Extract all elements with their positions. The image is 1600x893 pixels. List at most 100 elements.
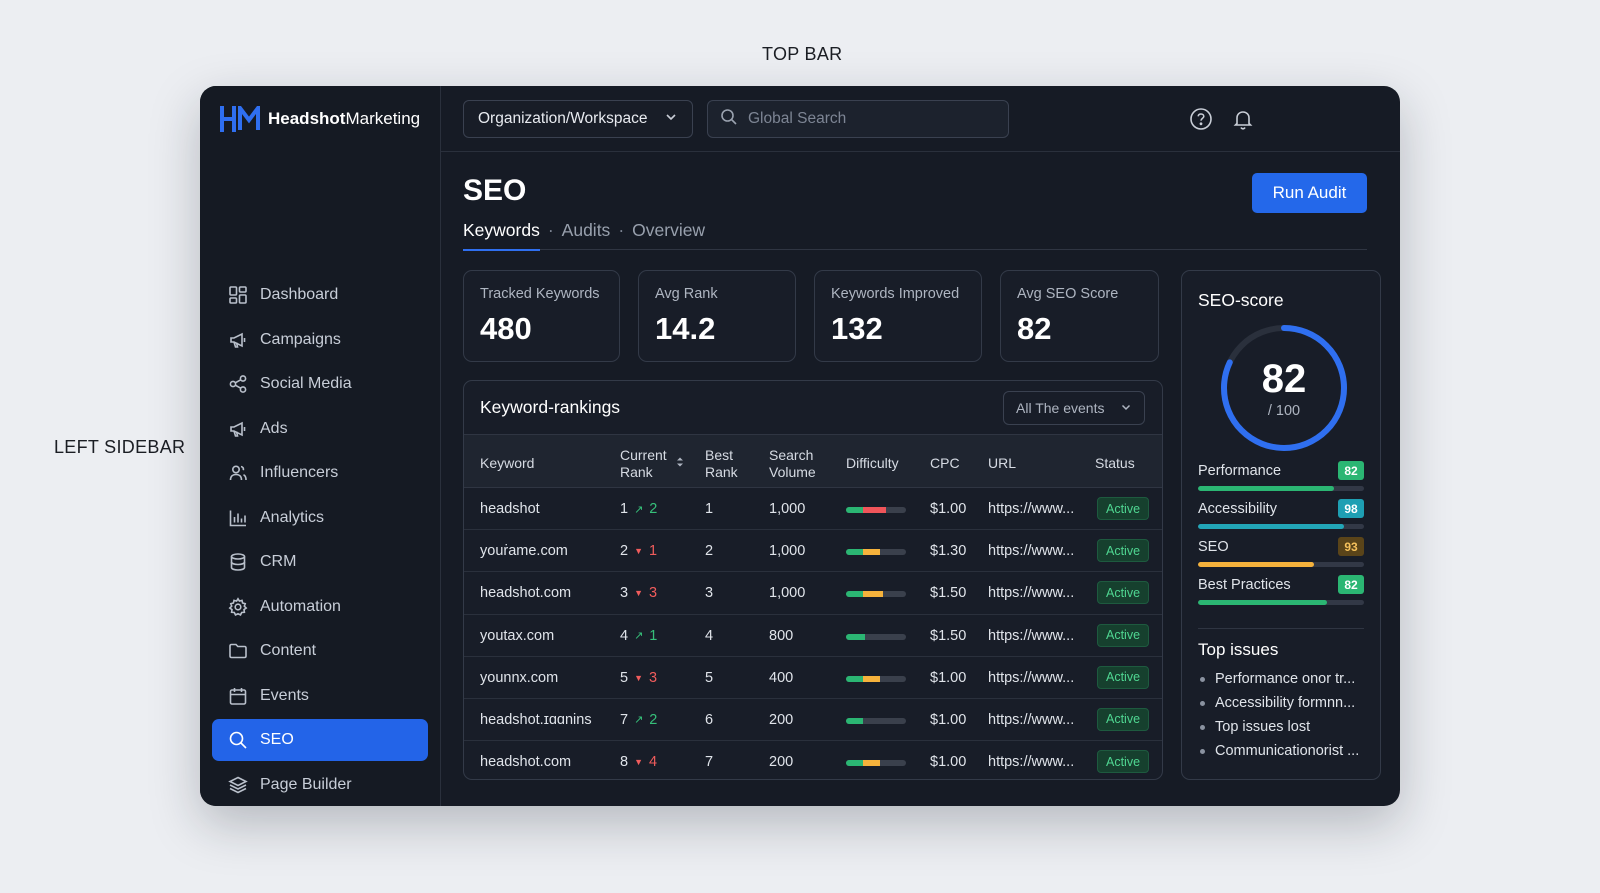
- sidebar-item-events[interactable]: Events: [212, 675, 428, 717]
- cell-keyword: headshot.com: [480, 754, 572, 771]
- megaphone-icon: [228, 330, 248, 350]
- rank-value: 2: [620, 543, 629, 560]
- page-title: SEO: [463, 174, 527, 207]
- dashboard-icon: [228, 285, 248, 305]
- rank-value: 1: [620, 501, 629, 517]
- kpi-keywords-improved: Keywords Improved 132: [814, 270, 982, 362]
- top-issues-list: Performance onor tr... Accessibility form…: [1198, 669, 1373, 765]
- sort-icon[interactable]: [675, 455, 685, 474]
- tab-keywords[interactable]: Keywords: [463, 220, 540, 251]
- cell-cpc: $1.00: [930, 501, 967, 517]
- sidebar-item-seo[interactable]: SEO: [212, 719, 428, 761]
- cell-url[interactable]: https://www...: [988, 711, 1075, 728]
- metric-label: Performance: [1198, 463, 1282, 479]
- metric-fill: [1198, 486, 1335, 491]
- cell-search-volume: 1,000: [769, 585, 806, 602]
- score-metric: Accessibility 98: [1198, 499, 1364, 529]
- table-row[interactable]: headshot.com 3 ▼ 3 3 1,000 $1.50 https:/…: [464, 572, 1162, 615]
- status-badge: Active: [1097, 497, 1150, 520]
- table-row[interactable]: youtax.com 4 ↗ 1 4 800 $1.50 https://www…: [464, 615, 1162, 657]
- organization-select[interactable]: Organization/Workspace: [463, 100, 693, 138]
- events-filter-select[interactable]: All The events: [1003, 391, 1145, 425]
- cell-url[interactable]: https://www...: [988, 669, 1075, 686]
- top-issue-item[interactable]: Top issues lost: [1198, 717, 1373, 741]
- cell-url[interactable]: https://www...: [988, 627, 1075, 644]
- cell-url[interactable]: https://www...: [988, 543, 1075, 560]
- cell-keyword: younnx.com: [480, 669, 559, 686]
- sidebar-item-page-builder[interactable]: Page Builder: [212, 764, 428, 806]
- bell-icon[interactable]: [1231, 107, 1255, 136]
- sidebar-item-label: Analytics: [260, 508, 325, 526]
- search-input[interactable]: [748, 110, 988, 128]
- trend-up-icon: ↗: [634, 503, 644, 516]
- rank-delta: 2: [649, 501, 658, 517]
- sidebar-item-campaigns[interactable]: Campaigns: [212, 319, 428, 361]
- rank-delta: 1: [649, 627, 658, 644]
- brand-name: HeadshotMarketing: [268, 109, 421, 128]
- table-row[interactable]: headshot.com 8 ▼ 4 7 200 $1.00 https://w…: [464, 741, 1162, 779]
- sidebar-item-automation[interactable]: Automation: [212, 586, 428, 628]
- sidebar-item-crm[interactable]: CRM: [212, 541, 428, 583]
- cell-url[interactable]: https://www...: [988, 501, 1075, 517]
- brand[interactable]: HeadshotMarketing: [220, 106, 420, 132]
- sidebar-item-analytics[interactable]: Analytics: [212, 497, 428, 539]
- rank-delta: 1: [649, 543, 658, 560]
- column-url[interactable]: URL: [988, 455, 1017, 471]
- sidebar-item-content[interactable]: Content: [212, 630, 428, 672]
- difficulty-segment: [846, 675, 863, 682]
- gear-icon: [228, 596, 248, 617]
- column-status[interactable]: Status: [1095, 455, 1135, 471]
- megaphone-icon: [228, 419, 248, 439]
- global-search[interactable]: [707, 100, 1009, 138]
- cell-search-volume: 200: [769, 711, 794, 728]
- top-bar: Organization/Workspace VT: [441, 86, 1400, 152]
- cell-url[interactable]: https://www...: [988, 585, 1075, 602]
- bar-chart-icon: [228, 508, 248, 528]
- table-row[interactable]: headshot.ɪɑɑnins 7 ↗ 2 6 200 $1.00 https…: [464, 699, 1162, 742]
- column-difficulty[interactable]: Difficulty: [846, 455, 899, 471]
- tab-overview[interactable]: Overview: [632, 220, 706, 240]
- column-best-rank[interactable]: Best Rank: [705, 447, 738, 481]
- cell-best-rank: 2: [705, 543, 714, 560]
- column-keyword[interactable]: Keyword: [480, 455, 535, 471]
- difficulty-bar: [846, 549, 906, 556]
- sidebar-item-influencers[interactable]: Influencers: [212, 452, 428, 494]
- cell-cpc: $1.50: [930, 627, 967, 644]
- keyword-rankings-card: Keyword-rankings All The events Keyword …: [463, 380, 1163, 780]
- table-row[interactable]: headshot 1 ↗ 2 1 1,000 $1.00 https://www…: [464, 488, 1162, 531]
- cell-search-volume: 1,000: [769, 501, 806, 517]
- users-icon: [228, 463, 248, 483]
- table-row[interactable]: youṙame.com 2 ▼ 1 2 1,000 $1.30 https://…: [464, 530, 1162, 573]
- help-icon[interactable]: [1189, 107, 1213, 136]
- cell-current-rank: 5 ▼ 3: [620, 670, 657, 686]
- chevron-down-icon: [1120, 400, 1132, 416]
- top-issue-item[interactable]: Accessibility formnn...: [1198, 693, 1373, 717]
- top-issue-item[interactable]: Performance onor tr...: [1198, 669, 1373, 693]
- column-cpc[interactable]: CPC: [930, 455, 960, 471]
- trend-up-icon: ↗: [634, 714, 644, 727]
- run-audit-button[interactable]: Run Audit: [1252, 173, 1367, 213]
- cell-url[interactable]: https://www...: [988, 754, 1075, 771]
- difficulty-bar: [846, 507, 906, 513]
- top-issue-item[interactable]: Communicationorist ...: [1198, 741, 1373, 765]
- share-icon: [228, 374, 248, 394]
- table-row[interactable]: younnx.com 5 ▼ 3 5 400 $1.00 https://www…: [464, 657, 1162, 699]
- sidebar-item-dashboard[interactable]: Dashboard: [212, 274, 428, 316]
- tab-audits[interactable]: Audits: [561, 220, 611, 240]
- cell-best-rank: 6: [705, 711, 714, 728]
- hm-logo-icon: [220, 106, 260, 132]
- sidebar-item-ads[interactable]: Ads: [212, 408, 428, 450]
- column-current-rank[interactable]: Current Rank: [620, 447, 667, 481]
- cell-search-volume: 400: [769, 669, 794, 686]
- sidebar-item-label: Content: [260, 642, 317, 659]
- kpi-value: 480: [480, 311, 532, 346]
- difficulty-segment: [862, 507, 886, 513]
- column-search-volume[interactable]: Search Volume: [769, 447, 816, 481]
- rank-value: 5: [620, 669, 629, 686]
- cell-best-rank: 5: [705, 669, 714, 686]
- difficulty-segment: [846, 717, 863, 724]
- metric-label: SEO: [1198, 539, 1229, 555]
- rank-delta: 4: [649, 754, 658, 771]
- score-metric: Performance 82: [1198, 461, 1364, 491]
- sidebar-item-social-media[interactable]: Social Media: [212, 363, 428, 405]
